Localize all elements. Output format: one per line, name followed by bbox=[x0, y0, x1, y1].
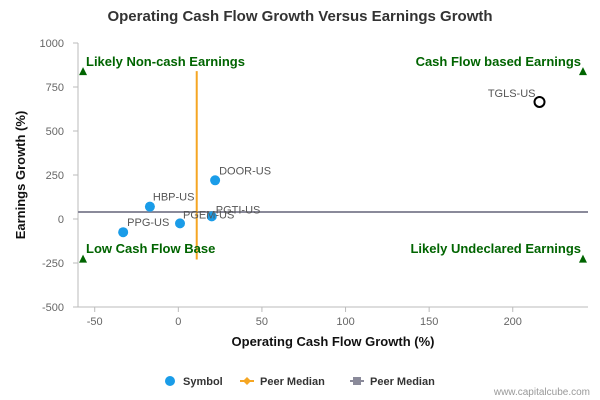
quadrant-marker-bottom-left bbox=[79, 254, 88, 263]
x-tick-label: 0 bbox=[175, 316, 181, 328]
data-point-label: PGTI-US bbox=[216, 204, 261, 216]
data-point-label: PPG-US bbox=[127, 217, 169, 229]
legend-item-label[interactable]: Symbol bbox=[183, 376, 223, 388]
quadrant-label-top-right: Cash Flow based Earnings bbox=[416, 54, 581, 69]
x-tick-label: 150 bbox=[420, 316, 438, 328]
x-tick-label: 100 bbox=[336, 316, 354, 328]
y-tick-label: 250 bbox=[46, 170, 64, 182]
quadrant-label-bottom-left: Low Cash Flow Base bbox=[86, 241, 215, 256]
legend-symbol-marker bbox=[165, 376, 175, 386]
data-point-label: TGLS-US bbox=[488, 88, 536, 100]
credit-text: www.capitalcube.com bbox=[493, 387, 590, 398]
plot-area: -50 0 50 100 150 200-500-25002505007501000Lik… bbox=[40, 38, 588, 328]
x-tick-label: 50 bbox=[256, 316, 268, 328]
data-point[interactable] bbox=[144, 201, 155, 212]
data-point[interactable] bbox=[206, 211, 217, 222]
quadrant-marker-bottom-right bbox=[578, 254, 587, 263]
y-tick-label: -250 bbox=[42, 258, 64, 270]
quadrant-marker-top-left bbox=[79, 67, 88, 76]
data-point-label: PGEM-US bbox=[183, 209, 234, 221]
y-axis-title: Earnings Growth (%) bbox=[13, 111, 28, 240]
x-tick-label: 200 bbox=[504, 316, 522, 328]
y-tick-label: 500 bbox=[46, 126, 64, 138]
legend-item-label[interactable]: Peer Median bbox=[370, 376, 435, 388]
data-point-label: DOOR-US bbox=[219, 165, 271, 177]
legend-item-label[interactable]: Peer Median bbox=[260, 376, 325, 388]
quadrant-marker-top-right bbox=[578, 67, 587, 76]
x-axis-title: Operating Cash Flow Growth (%) bbox=[232, 334, 435, 349]
data-point[interactable] bbox=[210, 175, 221, 186]
y-tick-label: 750 bbox=[46, 82, 64, 94]
x-tick-label: -50 bbox=[87, 316, 103, 328]
y-tick-label: 1000 bbox=[40, 38, 64, 50]
legend-diamond-marker bbox=[243, 377, 251, 385]
quadrant-label-top-left: Likely Non-cash Earnings bbox=[86, 54, 245, 69]
quadrant-label-bottom-right: Likely Undeclared Earnings bbox=[410, 241, 581, 256]
y-tick-label: 0 bbox=[58, 214, 64, 226]
data-point[interactable] bbox=[118, 227, 129, 238]
y-tick-label: -500 bbox=[42, 302, 64, 314]
data-point-label: HBP-US bbox=[153, 192, 195, 204]
legend-square-marker bbox=[353, 377, 361, 385]
data-point[interactable] bbox=[175, 218, 185, 229]
legend: Symbol Peer Median Peer Median bbox=[165, 376, 435, 388]
data-point-highlight[interactable] bbox=[533, 95, 546, 108]
chart-title: Operating Cash Flow Growth Versus Earnin… bbox=[107, 8, 492, 25]
